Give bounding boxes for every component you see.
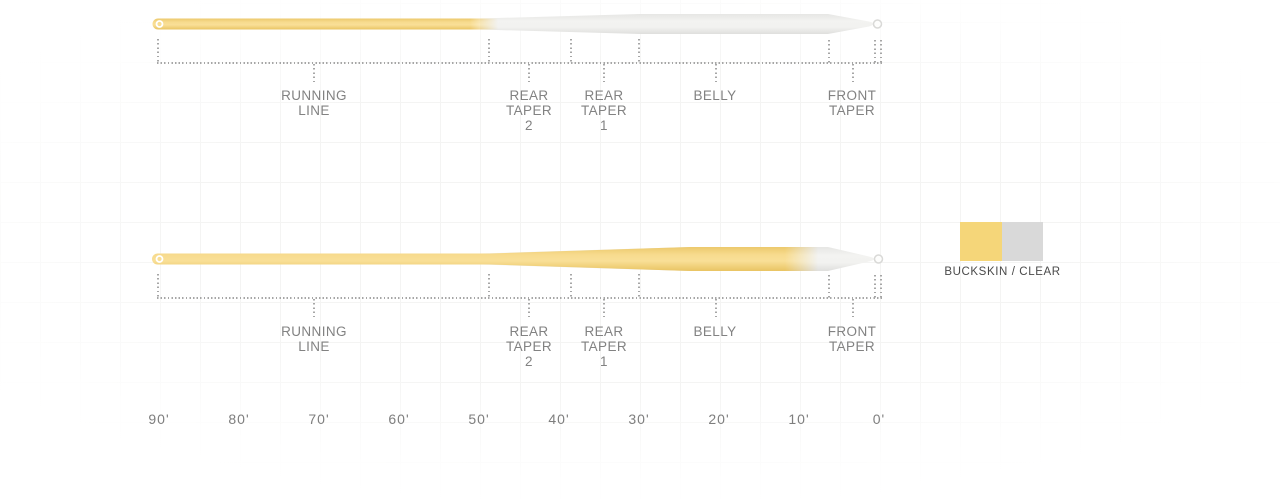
front-loop-icon [872, 19, 883, 29]
buckskin-body-segment [152, 247, 822, 271]
scale-tick-label: 90' [148, 411, 170, 427]
bracket-tick [638, 39, 640, 63]
label-pointer [313, 299, 315, 319]
bracket-tick [157, 39, 159, 63]
scale-tick-label: 70' [308, 411, 330, 427]
label-pointer [852, 64, 854, 84]
running-line-segment [152, 18, 503, 30]
bracket-line [157, 62, 882, 64]
label-line: 1 [600, 354, 608, 369]
scale-tick-label: 30' [628, 411, 650, 427]
label-line: TAPER [828, 103, 875, 118]
label-line: TAPER [505, 103, 552, 118]
label-line: LINE [298, 103, 330, 118]
label-line: REAR [584, 324, 624, 339]
label-pointer [313, 64, 315, 84]
section-label-rear-taper-1: REAR TAPER 1 [539, 324, 669, 369]
label-line: BELLY [693, 88, 737, 103]
bracket-tick [570, 39, 572, 63]
label-pointer [603, 299, 605, 319]
section-label-rear-taper-2: REAR TAPER 2 [464, 324, 594, 369]
bracket-line [157, 297, 882, 299]
scale-tick-label: 0' [872, 411, 886, 427]
scale-tick-label: 40' [548, 411, 570, 427]
label-line: FRONT [827, 324, 877, 339]
bracket-tick [880, 275, 882, 298]
label-pointer [852, 299, 854, 319]
label-line: REAR [584, 88, 624, 103]
scale-tick-label: 60' [388, 411, 410, 427]
bracket-tick [828, 40, 830, 63]
label-line: RUNNING [281, 88, 347, 103]
scale-tick-label: 20' [708, 411, 730, 427]
bracket-tick [874, 275, 876, 298]
clear-head-shape [480, 14, 874, 34]
label-line: 2 [525, 354, 533, 369]
fly-line-profile-bottom [152, 247, 884, 271]
color-swatch-group [960, 222, 1043, 261]
scale-tick-label: 10' [788, 411, 810, 427]
bracket-tick [488, 274, 490, 298]
front-loop-icon [873, 254, 884, 264]
clear-swatch [1001, 222, 1043, 261]
section-label-belly: BELLY [650, 88, 780, 103]
label-line: FRONT [827, 88, 877, 103]
label-pointer [528, 299, 530, 319]
section-label-running-line: RUNNING LINE [249, 324, 379, 354]
section-label-front-taper: FRONT TAPER [787, 88, 917, 118]
section-label-rear-taper-2: REAR TAPER 2 [464, 88, 594, 133]
scale-tick-label: 80' [228, 411, 250, 427]
fly-line-profile-top [152, 14, 883, 34]
bracket-tick [570, 274, 572, 298]
label-pointer [715, 64, 717, 84]
section-label-belly: BELLY [650, 324, 780, 339]
bracket-tick [880, 40, 882, 63]
buckskin-swatch [960, 222, 1002, 261]
bracket-tick [157, 274, 159, 298]
section-label-front-taper: FRONT TAPER [787, 324, 917, 354]
label-line: REAR [509, 324, 549, 339]
label-line: 1 [600, 118, 608, 133]
label-line: LINE [298, 339, 330, 354]
label-pointer [603, 64, 605, 84]
label-line: TAPER [580, 339, 627, 354]
label-line: 2 [525, 118, 533, 133]
label-line: RUNNING [281, 324, 347, 339]
rear-loop-icon [155, 255, 164, 263]
label-pointer [715, 299, 717, 319]
section-label-rear-taper-1: REAR TAPER 1 [539, 88, 669, 133]
label-line: TAPER [828, 339, 875, 354]
bracket-tick [874, 40, 876, 63]
rear-loop-icon [155, 20, 164, 28]
bracket-tick [828, 275, 830, 298]
bracket-tick [638, 274, 640, 298]
label-pointer [528, 64, 530, 84]
scale-tick-label: 50' [468, 411, 490, 427]
section-label-running-line: RUNNING LINE [249, 88, 379, 118]
label-line: TAPER [580, 103, 627, 118]
legend-label: BUCKSKIN / CLEAR [944, 266, 1061, 278]
label-line: BELLY [693, 324, 737, 339]
label-line: REAR [509, 88, 549, 103]
bracket-tick [488, 39, 490, 63]
label-line: TAPER [505, 339, 552, 354]
